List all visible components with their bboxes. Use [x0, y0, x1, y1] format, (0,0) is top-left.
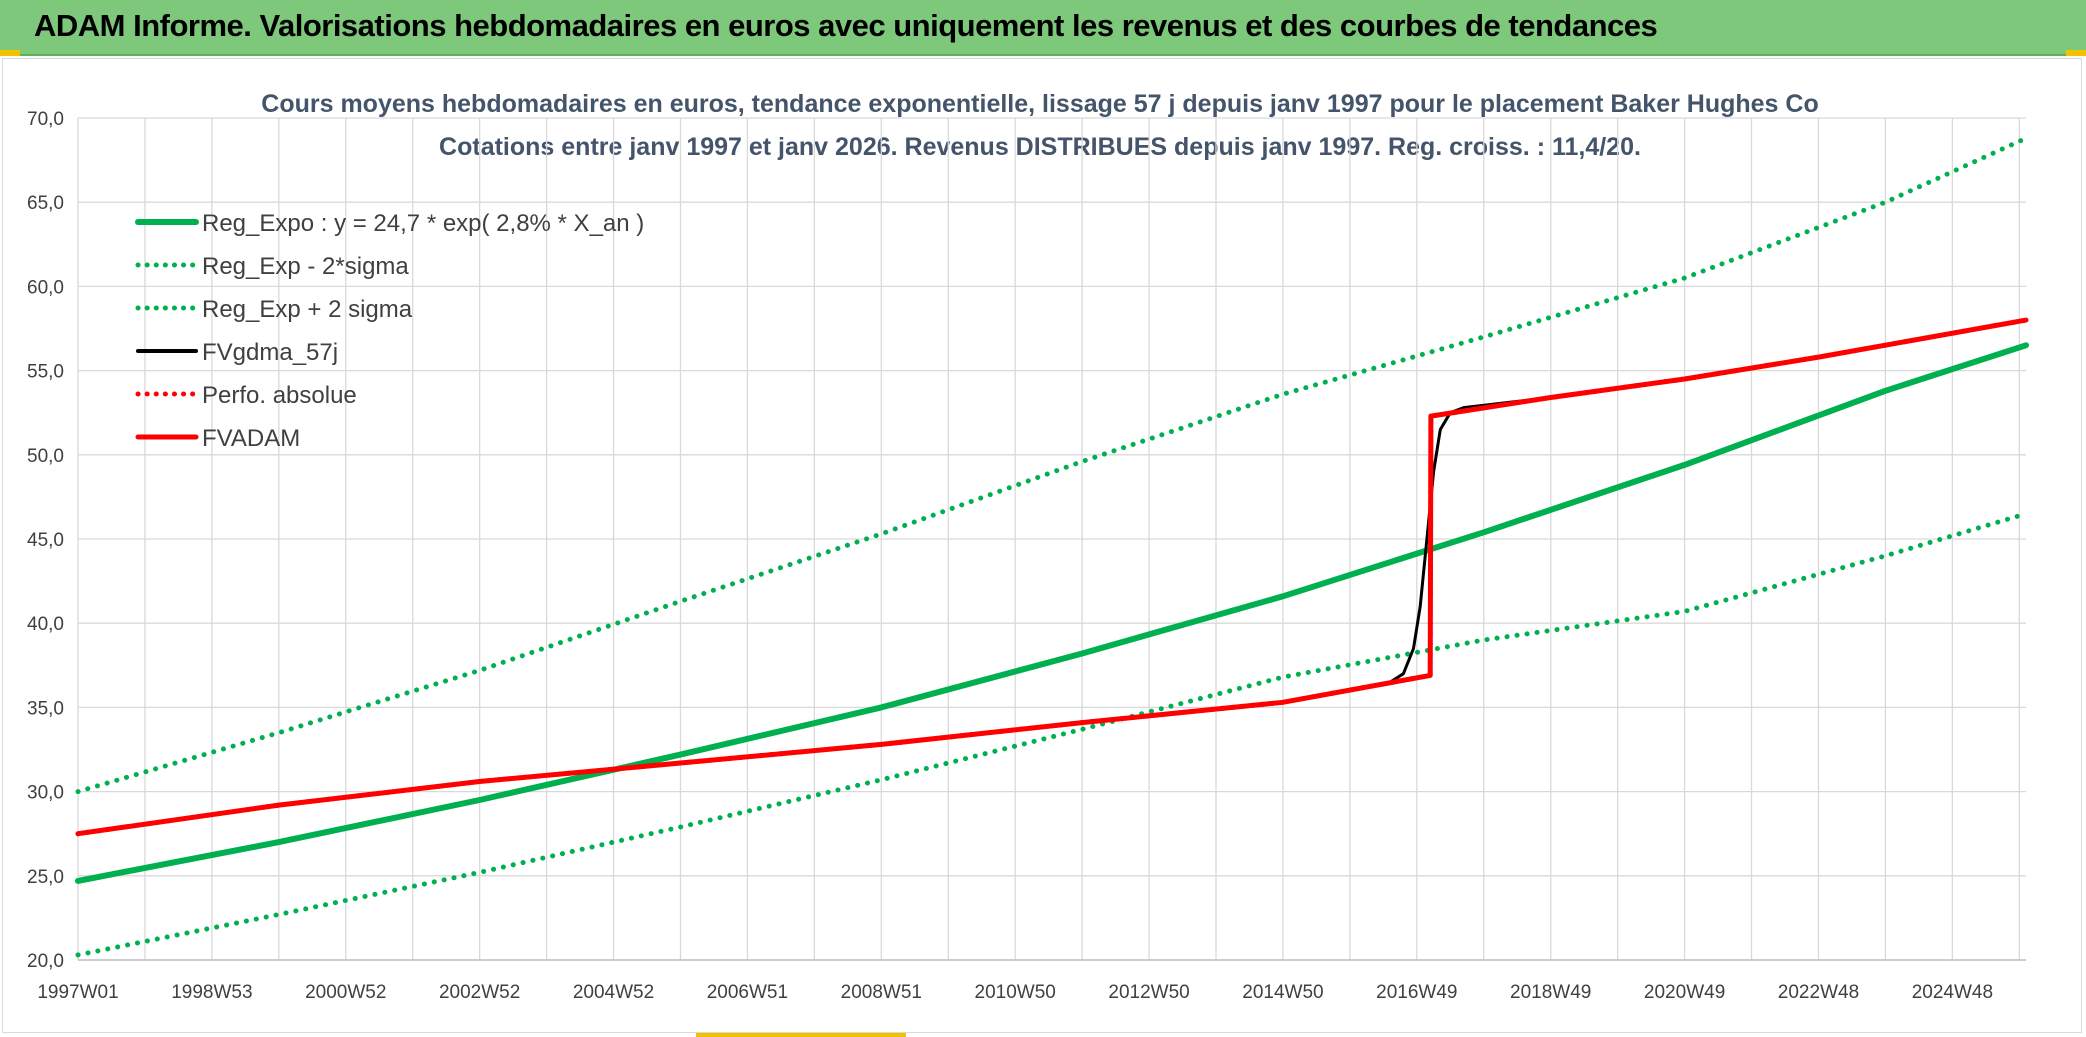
y-tick-label: 45,0	[27, 530, 64, 551]
series-line-2	[75, 135, 2029, 795]
x-tick-label: 2018W49	[1510, 982, 1591, 1003]
x-tick-label: 2016W49	[1376, 982, 1457, 1003]
x-tick-label: 2024W48	[1912, 982, 1993, 1003]
chart-grid	[77, 117, 2026, 961]
y-tick-label: 30,0	[27, 783, 64, 804]
x-tick-label: 2014W50	[1242, 982, 1323, 1003]
chart-legend: Reg_Expo : y = 24,7 * exp( 2,8% * X_an )…	[135, 210, 644, 452]
legend-label: Reg_Expo : y = 24,7 * exp( 2,8% * X_an )	[202, 210, 644, 237]
x-tick-label: 2004W52	[573, 982, 654, 1003]
legend-label: Perfo. absolue	[202, 382, 357, 409]
series-line-4	[75, 317, 2029, 837]
report-title: ADAM Informe. Valorisations hebdomadaire…	[34, 8, 1658, 43]
series-line-0	[75, 342, 2029, 884]
x-tick-label: 2022W48	[1778, 982, 1859, 1003]
legend-label: Reg_Exp + 2 sigma	[202, 296, 413, 323]
y-tick-label: 35,0	[27, 698, 64, 719]
chart-subtitle: Cotations entre janv 1997 et janv 2026. …	[439, 133, 1641, 161]
corner-marker	[0, 50, 20, 56]
x-tick-label: 2006W51	[707, 982, 788, 1003]
series-line-3	[76, 318, 2028, 836]
legend-label: Reg_Exp - 2*sigma	[202, 253, 409, 280]
y-tick-label: 70,0	[27, 109, 64, 130]
series-line-1	[75, 511, 2029, 958]
y-tick-label: 25,0	[27, 867, 64, 888]
y-tick-label: 55,0	[27, 362, 64, 383]
plot-area	[75, 135, 2029, 958]
chart-frame	[2, 58, 2082, 1033]
report-banner: ADAM Informe. Valorisations hebdomadaire…	[0, 0, 2086, 56]
legend-label: FVgdma_57j	[202, 339, 338, 366]
chart-title: Cours moyens hebdomadaires en euros, ten…	[261, 90, 1818, 118]
x-tick-label: 1998W53	[171, 982, 252, 1003]
y-tick-label: 40,0	[27, 614, 64, 635]
y-tick-label: 60,0	[27, 277, 64, 298]
y-tick-label: 50,0	[27, 446, 64, 467]
x-tick-label: 1997W01	[37, 982, 118, 1003]
y-tick-label: 65,0	[27, 193, 64, 214]
x-tick-label: 2012W50	[1108, 982, 1189, 1003]
corner-marker	[696, 1033, 906, 1037]
chart-axes: 20,0 25,0 30,0 35,0 40,0 45,0 50,0 55,0 60,0 65,0…	[27, 109, 2026, 1003]
y-tick-label: 20,0	[27, 951, 64, 972]
x-tick-label: 2010W50	[975, 982, 1056, 1003]
series-line-5	[75, 317, 2029, 837]
x-tick-label: 2008W51	[841, 982, 922, 1003]
x-tick-label: 2000W52	[305, 982, 386, 1003]
corner-marker	[2066, 50, 2086, 56]
legend-label: FVADAM	[202, 425, 300, 452]
x-tick-label: 2002W52	[439, 982, 520, 1003]
x-tick-label: 2020W49	[1644, 982, 1725, 1003]
